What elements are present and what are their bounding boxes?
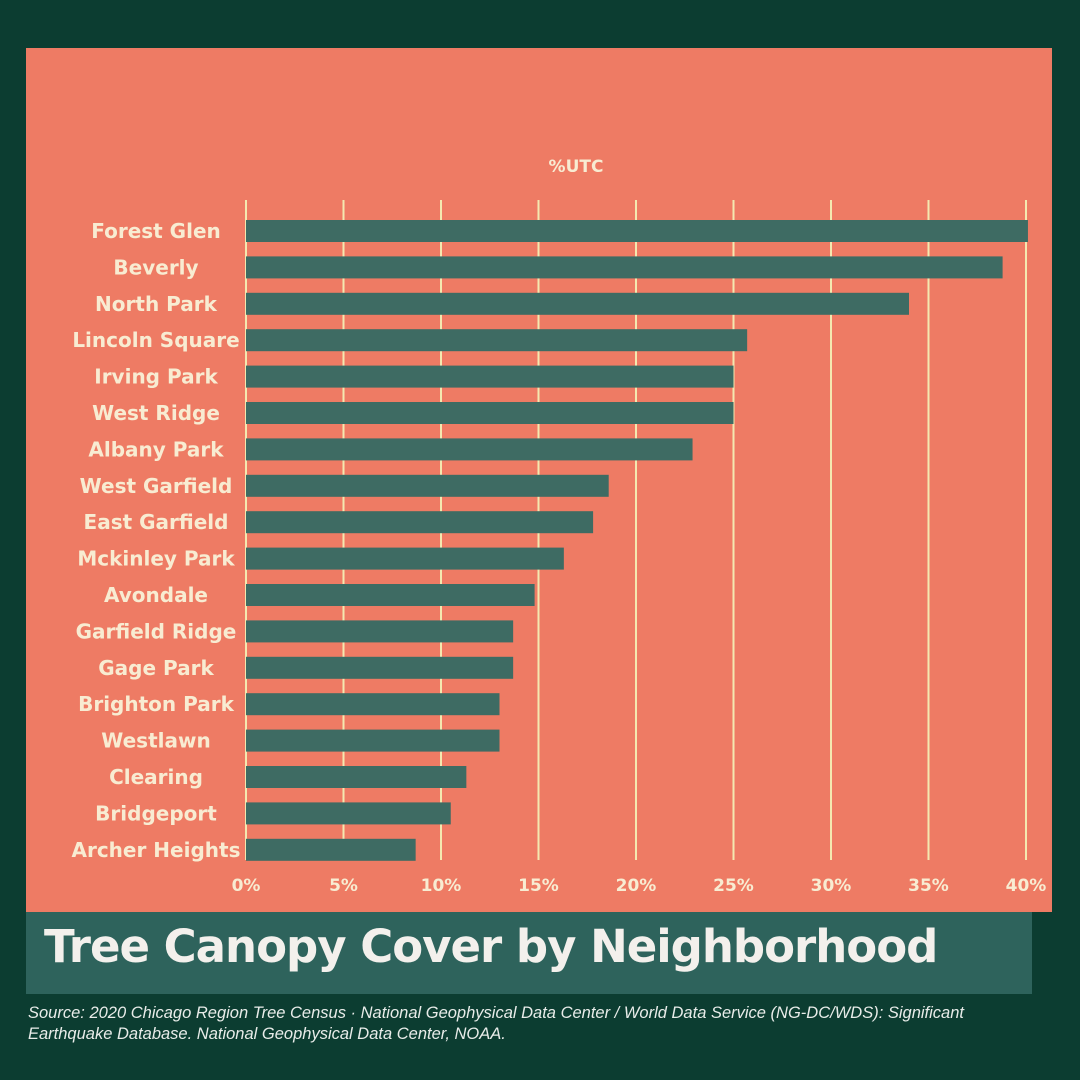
x-axis-title: %UTC xyxy=(549,157,604,177)
x-tick-label: 20% xyxy=(616,876,657,896)
category-label: Bridgeport xyxy=(95,801,217,825)
bar xyxy=(246,584,535,606)
category-label: Forest Glen xyxy=(91,219,221,243)
bar xyxy=(246,256,1003,279)
category-label: Garfield Ridge xyxy=(76,619,237,643)
bar xyxy=(246,802,451,825)
bar xyxy=(246,220,1028,242)
category-label: East Garfield xyxy=(84,510,229,534)
bar xyxy=(246,438,693,461)
bar xyxy=(246,474,609,497)
category-label: Lincoln Square xyxy=(72,328,239,352)
bar xyxy=(246,838,416,861)
category-label: Albany Park xyxy=(88,437,224,461)
chart-title: Tree Canopy Cover by Neighborhood xyxy=(44,920,938,973)
bar xyxy=(246,511,594,534)
x-tick-label: 35% xyxy=(908,876,949,896)
bar-chart: Forest Glen Beverly North Park Lincoln Squa… xyxy=(71,157,1047,896)
x-tick-label: 10% xyxy=(421,876,462,896)
x-tick-label: 40% xyxy=(1006,876,1047,896)
category-label: West Ridge xyxy=(92,401,220,425)
category-label: North Park xyxy=(95,292,218,316)
bar xyxy=(246,620,514,643)
category-label: Beverly xyxy=(113,255,198,279)
category-labels: Forest Glen Beverly North Park Lincoln Squa… xyxy=(71,219,240,862)
bar xyxy=(246,329,748,352)
bar xyxy=(246,766,467,788)
source-note: Source: 2020 Chicago Region Tree Census … xyxy=(28,1004,964,1043)
x-tick-label: 15% xyxy=(518,876,559,896)
category-label: Irving Park xyxy=(94,365,218,389)
category-label: Avondale xyxy=(104,583,208,607)
bar xyxy=(246,402,734,424)
category-label: Mckinley Park xyxy=(77,547,235,571)
x-tick-label: 5% xyxy=(329,876,358,896)
bars xyxy=(246,220,1028,861)
category-label: Brighton Park xyxy=(78,692,235,716)
bar xyxy=(246,365,734,388)
bar xyxy=(246,656,514,679)
chart-panel: Forest Glen Beverly North Park Lincoln Squa… xyxy=(26,48,1052,912)
bar xyxy=(246,693,500,716)
bar xyxy=(246,292,909,315)
title-band: Tree Canopy Cover by Neighborhood xyxy=(26,912,1032,994)
category-label: Gage Park xyxy=(98,656,214,680)
category-label: West Garfield xyxy=(80,474,233,498)
bar xyxy=(246,729,500,752)
category-label: Clearing xyxy=(109,765,203,789)
x-tick-label: 0% xyxy=(232,876,261,896)
category-label: Archer Heights xyxy=(71,838,240,862)
x-tick-label: 25% xyxy=(713,876,754,896)
x-tick-label: 30% xyxy=(811,876,852,896)
category-label: Westlawn xyxy=(101,729,210,753)
bar xyxy=(246,547,564,570)
x-tick-labels: 0% 5% 10% 15% 20% 25% 30% 35% 40% xyxy=(232,876,1047,896)
